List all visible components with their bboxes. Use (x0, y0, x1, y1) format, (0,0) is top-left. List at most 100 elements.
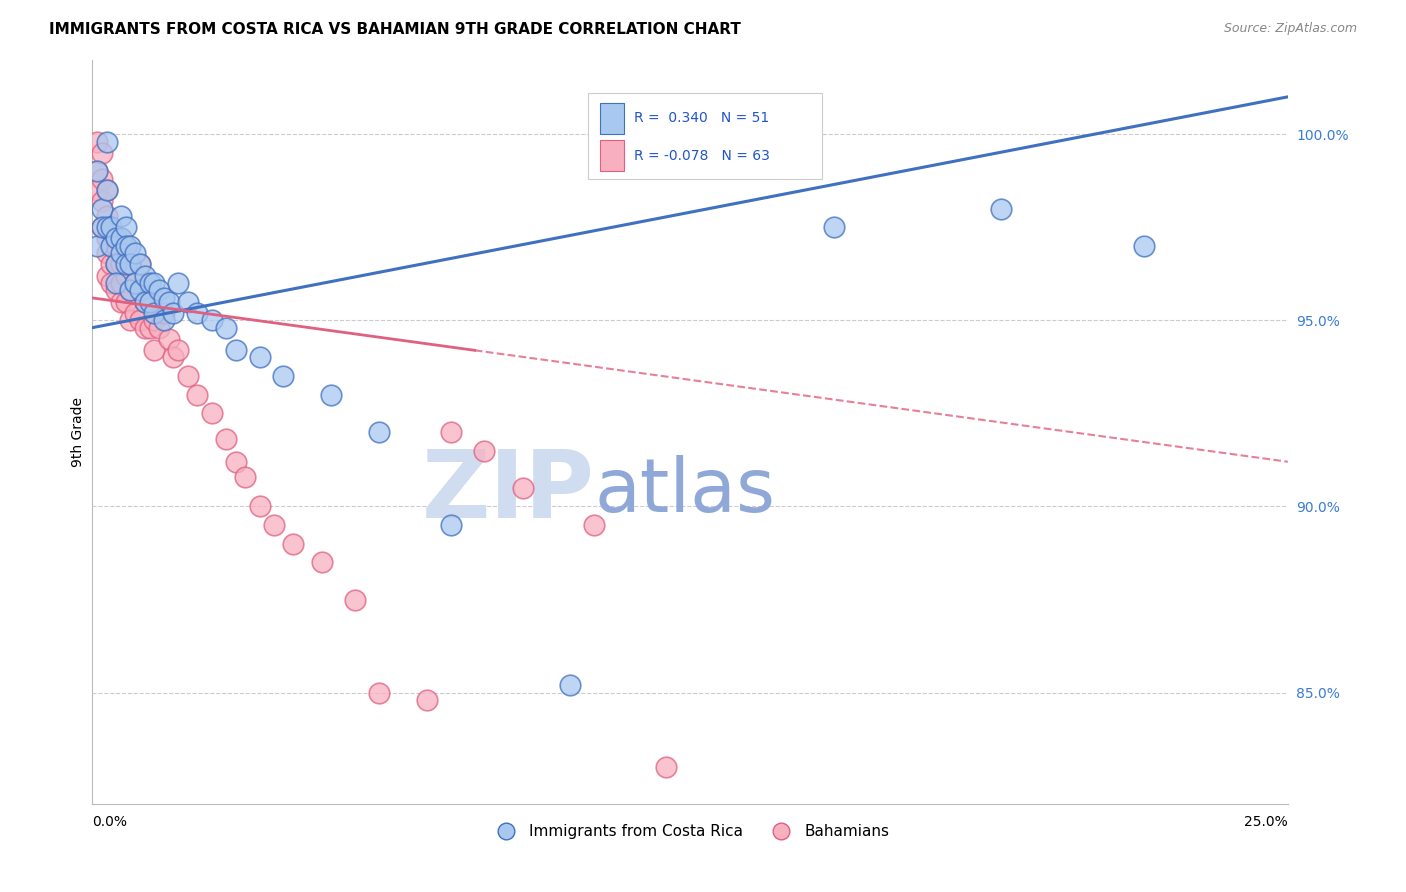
Point (120, 239, 142, 253)
Point (96, 209, 118, 223)
Bar (600, 103, 624, 134)
Point (138, 320, 160, 334)
Text: 0.0%: 0.0% (93, 815, 127, 830)
Point (134, 294, 156, 309)
Point (114, 268, 136, 283)
Point (90, 194, 112, 208)
FancyBboxPatch shape (588, 93, 821, 178)
Point (100, 276, 122, 290)
Point (96, 183, 118, 197)
Point (311, 555, 333, 569)
Point (120, 313, 142, 327)
Point (162, 351, 184, 365)
Point (583, 518, 606, 533)
Point (153, 291, 176, 305)
Point (129, 284, 152, 298)
Point (167, 276, 190, 290)
Point (96, 220, 118, 235)
Point (153, 313, 176, 327)
Point (138, 294, 160, 309)
Point (157, 332, 180, 346)
Point (90, 171, 112, 186)
Point (249, 351, 271, 365)
Point (90, 220, 112, 235)
Point (225, 455, 247, 469)
Point (105, 257, 128, 271)
Point (129, 257, 152, 271)
Bar (600, 140, 624, 171)
Point (114, 220, 136, 235)
Point (86, 164, 108, 178)
Point (344, 592, 367, 607)
Point (440, 518, 463, 533)
Point (124, 306, 146, 320)
Point (120, 257, 142, 271)
Point (157, 294, 180, 309)
Point (105, 239, 128, 253)
Point (215, 433, 238, 447)
Text: ZIP: ZIP (422, 445, 595, 538)
Point (416, 693, 439, 707)
Point (512, 481, 534, 495)
Point (134, 294, 156, 309)
Point (114, 294, 136, 309)
Point (110, 294, 132, 309)
Point (225, 343, 247, 357)
Point (134, 320, 156, 334)
Point (110, 231, 132, 245)
Point (110, 231, 132, 245)
Point (120, 284, 142, 298)
Point (86, 164, 108, 178)
Point (124, 276, 146, 290)
Point (110, 276, 132, 290)
Text: IMMIGRANTS FROM COSTA RICA VS BAHAMIAN 9TH GRADE CORRELATION CHART: IMMIGRANTS FROM COSTA RICA VS BAHAMIAN 9… (49, 22, 741, 37)
Point (263, 518, 285, 533)
Point (110, 246, 132, 260)
Y-axis label: 9th Grade: 9th Grade (72, 397, 86, 467)
Legend: Immigrants from Costa Rica, Bahamians: Immigrants from Costa Rica, Bahamians (485, 818, 896, 845)
Point (105, 284, 128, 298)
Point (201, 406, 224, 420)
Text: R = -0.078   N = 63: R = -0.078 N = 63 (634, 149, 769, 162)
Point (86, 239, 108, 253)
Point (249, 500, 271, 514)
Point (215, 320, 238, 334)
Text: 25.0%: 25.0% (1244, 815, 1288, 830)
Point (100, 220, 122, 235)
Point (153, 306, 176, 320)
Point (440, 425, 463, 439)
Point (368, 685, 391, 699)
Point (105, 257, 128, 271)
Point (186, 388, 208, 402)
Point (281, 536, 304, 550)
Point (124, 246, 146, 260)
Point (114, 239, 136, 253)
Text: atlas: atlas (595, 455, 775, 528)
Point (177, 369, 200, 384)
Point (90, 145, 112, 160)
Point (134, 268, 156, 283)
Point (129, 313, 152, 327)
Point (114, 239, 136, 253)
Point (138, 276, 160, 290)
Point (86, 135, 108, 149)
Point (110, 209, 132, 223)
Point (96, 135, 118, 149)
Point (655, 760, 678, 774)
Point (162, 306, 184, 320)
Point (148, 320, 170, 334)
Point (96, 268, 118, 283)
Point (114, 257, 136, 271)
Point (472, 443, 495, 458)
Point (823, 220, 845, 235)
Text: Source: ZipAtlas.com: Source: ZipAtlas.com (1223, 22, 1357, 36)
Point (201, 313, 224, 327)
Point (143, 276, 166, 290)
Point (129, 284, 152, 298)
Point (186, 306, 208, 320)
Point (96, 183, 118, 197)
Point (273, 369, 295, 384)
Point (124, 276, 146, 290)
Point (368, 425, 391, 439)
Point (96, 231, 118, 245)
